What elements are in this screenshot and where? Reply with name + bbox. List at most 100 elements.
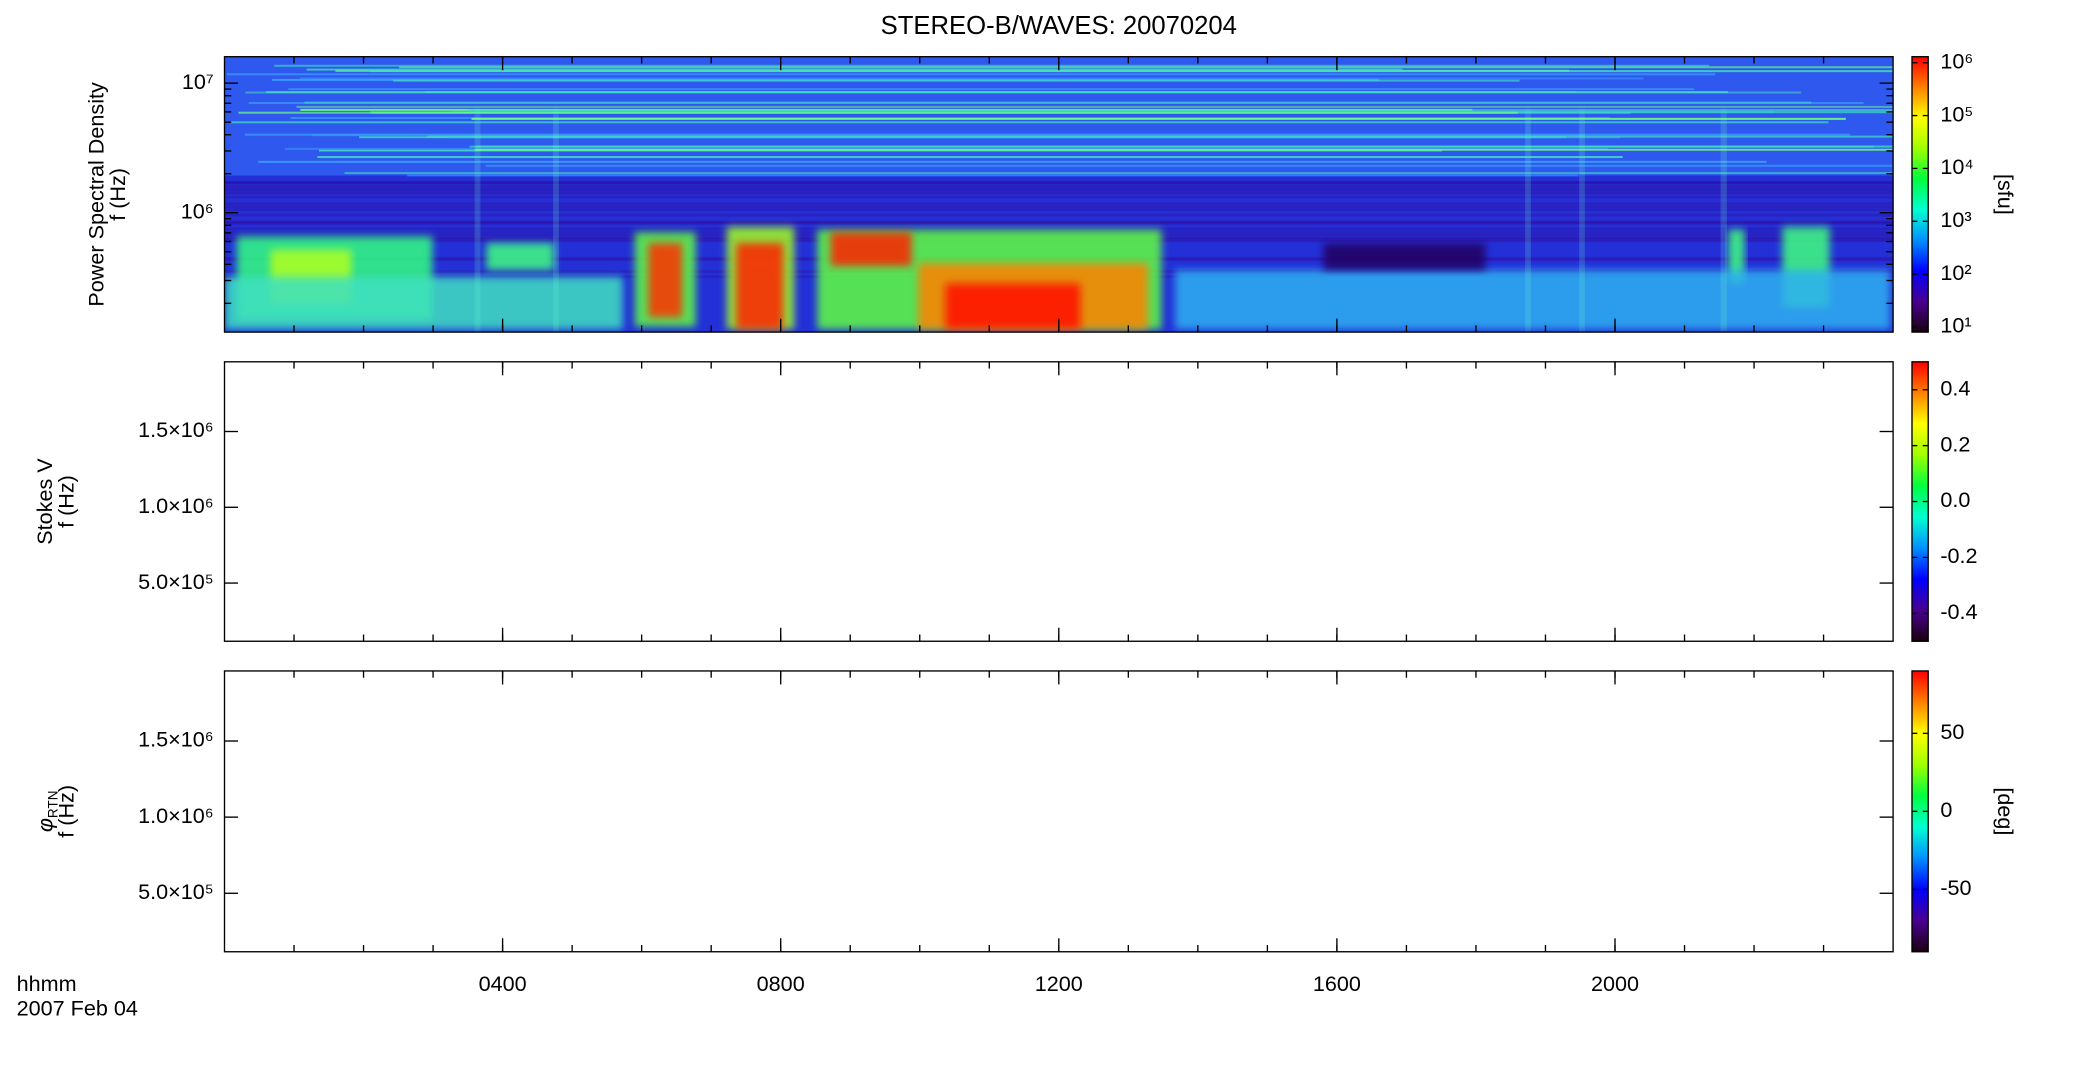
spectrogram-blob [1174,270,1891,330]
chart-title: STEREO-B/WAVES: 20070204 [881,12,1237,40]
y-axis-label: f (Hz) [54,475,79,528]
spectrogram-line [296,105,1893,108]
spectrogram-line [469,145,1874,148]
colorbar-tick-label: 0.0 [1940,487,1970,512]
spectrogram-line [427,135,1894,138]
spectrogram-blob [648,243,683,318]
colorbar-tick-label: 0.2 [1940,431,1970,456]
y-tick-label: 1.0×10⁶ [138,803,214,828]
y-tick-label: 5.0×10⁵ [138,879,214,904]
spectrogram-line [238,111,1518,114]
spectrogram-line [485,164,1894,167]
y-tick-label: 1.0×10⁶ [138,493,214,518]
y-axis-label: φRTN [32,791,60,833]
spectrogram-line [224,208,1894,212]
spectrogram-line [224,221,1894,225]
y-tick-label: 10⁷ [182,69,214,94]
x-axis-label: 2007 Feb 04 [17,996,138,1021]
spectrogram-line [467,109,1894,112]
spectrogram-blob [945,283,1081,330]
colorbar-tick-label: 10¹ [1940,313,1971,338]
y-axis-label-symbol: φ [32,818,57,832]
spectrogram-line [226,73,1716,76]
spectrogram-burst [475,110,480,333]
colorbar-tick-label: 10⁴ [1940,154,1973,179]
spectrogram-line [369,70,1894,73]
spectrogram-line [244,133,1851,136]
colorbar-label: [sfu] [1993,174,2018,215]
x-tick-label: 1200 [1035,971,1083,996]
colorbar-tick-label: 10³ [1940,207,1971,232]
y-tick-label: 1.5×10⁶ [138,727,214,752]
y-axis-label: f (Hz) [54,785,79,838]
colorbar [1911,56,1929,333]
colorbar-tick-label: 0.4 [1940,375,1970,400]
spectrogram-line [224,191,1894,195]
colorbar-tick-label: 0 [1940,797,1952,822]
spectrogram-line [224,184,1894,188]
spectrogram-line [224,181,1894,184]
spectrogram-blob [736,243,784,330]
y-axis-label: Stokes V [32,458,57,545]
plot-frame [223,670,1894,953]
x-tick-label: 2000 [1591,971,1639,996]
spectrogram-line [317,156,1623,159]
spectrogram-blob [830,232,912,266]
x-tick-label: 1600 [1313,971,1361,996]
x-axis-label: hhmm [17,971,77,996]
spectrogram-line [245,91,1802,94]
spectrogram-line [224,202,1894,206]
y-axis-label: Power Spectral Density [83,82,108,307]
y-tick-label: 1.5×10⁶ [138,417,214,442]
spectrogram-line [224,221,1894,225]
spectrogram-texture [224,56,1894,333]
spectrogram-line [224,181,1894,185]
x-tick-label: 0400 [479,971,527,996]
spectrogram-burst [1525,110,1530,333]
colorbar-tick-label: 10⁵ [1940,101,1973,126]
colorbar-tick-label: 10⁶ [1940,48,1973,73]
spectrogram-line [274,64,1710,67]
spectrogram-blob [1323,243,1486,270]
y-axis-label: f (Hz) [105,168,130,221]
spectrogram-line [258,160,1767,163]
spectrogram-line [224,205,1894,208]
spectrogram-line [471,117,1846,120]
spectrogram-blob [486,243,554,270]
spectrogram-line [288,88,1694,91]
spectrogram-line [224,195,1894,199]
spectrogram-line [304,101,1812,104]
spectrogram-line [224,187,1894,191]
colorbar-tick-label: 10² [1940,260,1971,285]
spectrogram-line [299,77,1644,80]
colorbar-label: [deg] [1993,787,2018,835]
spectrogram-line [224,220,1894,224]
spectrogram-line [392,79,1520,82]
y-tick-label: 5.0×10⁵ [138,569,214,594]
x-tick-label: 0800 [757,971,805,996]
spectrogram-line [399,66,1894,69]
colorbar-tick-label: 50 [1940,719,1964,744]
spectrogram-burst [553,110,558,333]
y-axis-label-subscript: RTN [45,791,60,819]
colorbar-tick-label: -0.2 [1940,543,1977,568]
spectrogram-line [306,68,1403,71]
spectrogram-line [407,174,1579,177]
plot-frame [223,361,1894,642]
spectrogram-line [474,148,1894,151]
spectrogram-line [230,121,1829,124]
spectrogram-line [224,213,1894,217]
spectrogram-upper [224,56,1894,176]
colorbar-tick-label: -0.4 [1940,599,1977,624]
spectrogram-line [224,189,1894,193]
spectrogram-line [224,227,1894,231]
spectrogram-blob [224,276,623,330]
spectrogram-line [344,172,1894,175]
colorbar-tick-label: -50 [1940,875,1971,900]
y-tick-label: 10⁶ [181,198,214,223]
spectrogram-burst [1579,110,1584,333]
spectrogram-burst [1721,110,1726,333]
spectrogram-line [224,181,1894,185]
